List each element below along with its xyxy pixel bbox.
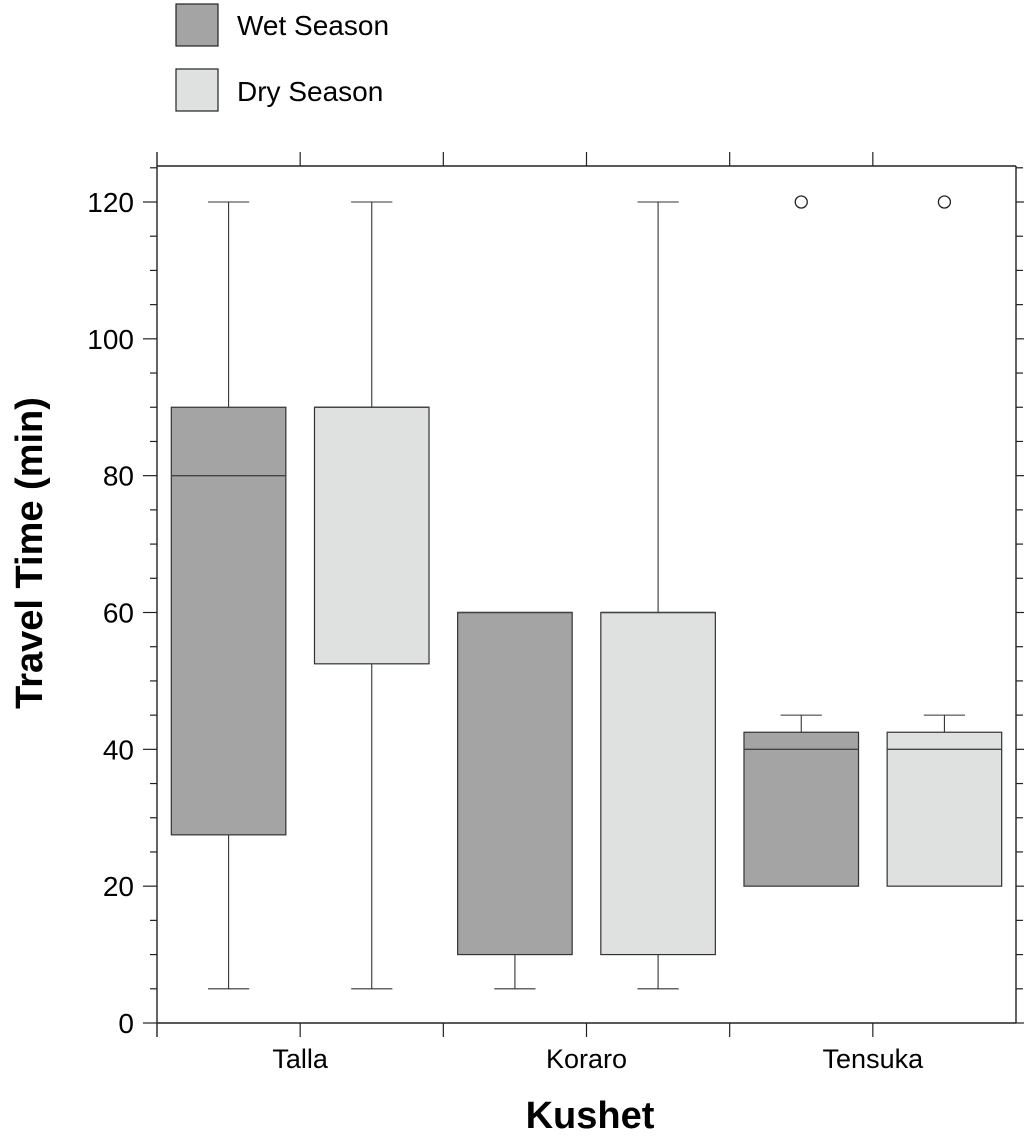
x-category-labels: Talla Koraro Tensuka <box>272 1044 924 1074</box>
y-tick-label: 60 <box>103 598 134 629</box>
y-tick-label: 40 <box>103 734 134 765</box>
legend-label-wet-season: Wet Season <box>237 10 389 41</box>
box-series <box>170 195 1003 990</box>
y-tick-label: 0 <box>118 1008 134 1039</box>
box-group <box>313 201 430 990</box>
outlier-point <box>794 195 808 209</box>
box-iqr <box>886 731 1003 887</box>
y-tick-label: 20 <box>103 871 134 902</box>
box-group <box>170 201 287 990</box>
box-group <box>886 195 1003 887</box>
legend-label-dry-season: Dry Season <box>237 76 383 107</box>
box-group <box>600 201 716 990</box>
box-iqr <box>457 611 573 956</box>
legend-swatch-wet-season <box>175 3 219 47</box>
legend-swatch-dry-season <box>175 68 219 112</box>
box-group <box>457 611 573 990</box>
y-tick-labels: 0 20 40 60 80 100 120 <box>87 187 134 1039</box>
y-tick-label: 120 <box>87 187 134 218</box>
axis-ticks <box>143 152 1024 1037</box>
box-group <box>743 195 860 887</box>
outlier-point <box>937 195 952 209</box>
box-iqr <box>170 406 287 836</box>
x-category-label: Koraro <box>546 1044 627 1074</box>
legend: Wet Season Dry Season <box>175 3 389 112</box>
box-iqr <box>743 731 860 887</box>
box-iqr <box>313 406 430 665</box>
x-category-label: Talla <box>272 1044 329 1074</box>
y-axis-title: Travel Time (min) <box>9 397 51 709</box>
x-axis-title: Kushet <box>526 1095 655 1137</box>
box-iqr <box>600 611 716 956</box>
x-category-label: Tensuka <box>823 1044 925 1074</box>
y-tick-label: 100 <box>87 324 134 355</box>
y-tick-label: 80 <box>103 461 134 492</box>
